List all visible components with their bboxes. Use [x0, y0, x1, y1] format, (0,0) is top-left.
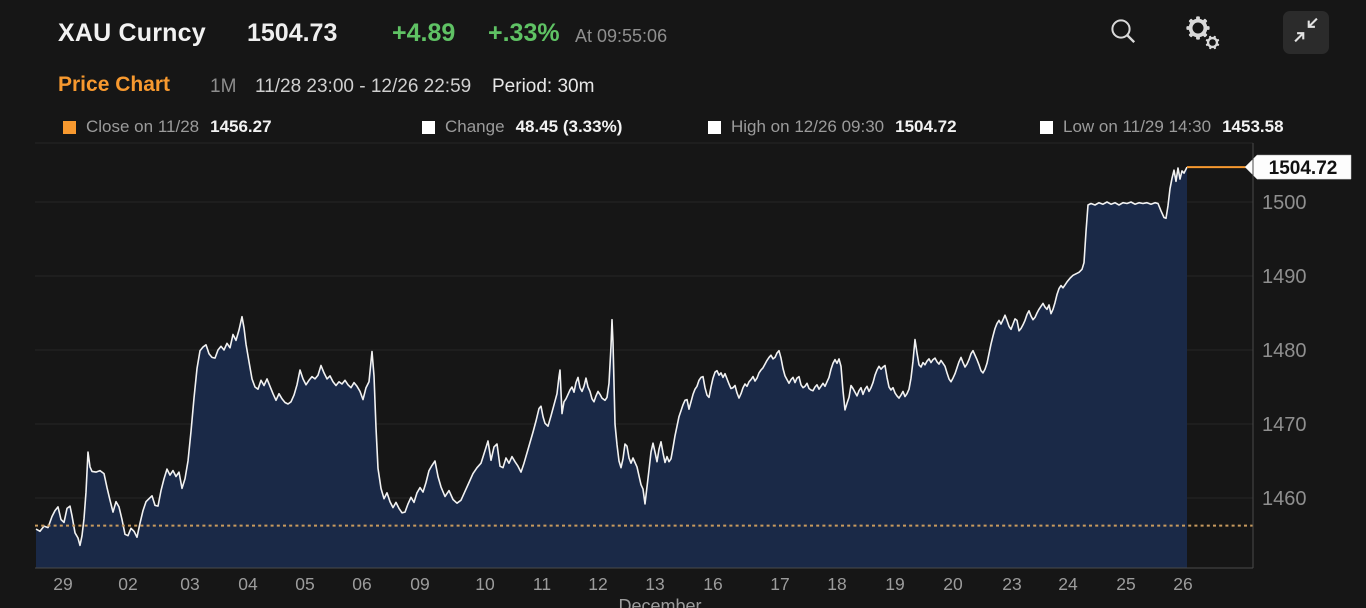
price-change-percent: +.33%	[488, 19, 560, 47]
gear-icon	[1177, 8, 1227, 63]
high-swatch	[708, 120, 721, 134]
svg-text:12: 12	[588, 574, 607, 594]
legend-value: 1453.58	[1222, 117, 1284, 136]
period-selector[interactable]: Period: 30m	[492, 76, 595, 97]
tab-price-chart[interactable]: Price Chart	[58, 73, 171, 96]
change-swatch	[422, 120, 435, 134]
collapse-button[interactable]	[1283, 11, 1329, 54]
svg-text:16: 16	[703, 574, 722, 594]
legend-item-low: Low on 11/29 14:30 1453.58	[1040, 117, 1284, 137]
svg-text:04: 04	[238, 574, 258, 594]
range-selector[interactable]: 1M	[210, 76, 237, 97]
svg-text:13: 13	[645, 574, 664, 594]
close-swatch	[63, 120, 76, 134]
legend-item-close: Close on 11/28 1456.27	[63, 117, 272, 137]
legend-label: Low on 11/29 14:30	[1063, 117, 1212, 136]
svg-text:25: 25	[1116, 574, 1135, 594]
low-swatch	[1040, 120, 1053, 134]
svg-text:29: 29	[53, 574, 72, 594]
legend-item-high: High on 12/26 09:30 1504.72	[708, 117, 957, 137]
search-icon	[1107, 16, 1141, 55]
svg-text:20: 20	[943, 574, 963, 594]
legend-label: Close on 11/28	[86, 117, 200, 136]
legend-label: Change	[445, 117, 505, 136]
collapse-arrows-icon	[1286, 11, 1326, 54]
svg-text:26: 26	[1173, 574, 1192, 594]
legend-value: 1456.27	[210, 117, 272, 136]
svg-text:11: 11	[533, 574, 551, 594]
svg-text:09: 09	[410, 574, 429, 594]
legend-label: High on 12/26 09:30	[731, 117, 885, 136]
legend-value: 48.45 (3.33%)	[515, 117, 623, 136]
instrument-symbol: XAU Curncy	[58, 19, 206, 47]
svg-text:24: 24	[1058, 574, 1078, 594]
svg-text:19: 19	[885, 574, 904, 594]
svg-text:10: 10	[475, 574, 495, 594]
svg-text:1460: 1460	[1262, 488, 1307, 510]
svg-text:06: 06	[352, 574, 371, 594]
legend-item-change: Change 48.45 (3.33%)	[422, 117, 622, 137]
svg-text:1490: 1490	[1262, 266, 1307, 288]
svg-text:1470: 1470	[1262, 414, 1307, 436]
svg-text:02: 02	[118, 574, 137, 594]
svg-text:18: 18	[827, 574, 846, 594]
legend-value: 1504.72	[895, 117, 957, 136]
price-change: +4.89	[392, 19, 456, 47]
last-price: 1504.73	[247, 19, 338, 47]
search-button[interactable]	[1106, 18, 1142, 52]
svg-text:December: December	[618, 596, 701, 608]
svg-text:03: 03	[180, 574, 199, 594]
quote-timestamp: At 09:55:06	[575, 26, 668, 46]
svg-text:1480: 1480	[1262, 340, 1307, 362]
svg-text:17: 17	[770, 574, 789, 594]
svg-text:23: 23	[1002, 574, 1021, 594]
svg-text:1504.72: 1504.72	[1269, 158, 1338, 179]
svg-text:1500: 1500	[1262, 192, 1307, 214]
svg-text:05: 05	[295, 574, 314, 594]
settings-button[interactable]	[1176, 10, 1228, 60]
date-range: 11/28 23:00 - 12/26 22:59	[255, 76, 472, 97]
